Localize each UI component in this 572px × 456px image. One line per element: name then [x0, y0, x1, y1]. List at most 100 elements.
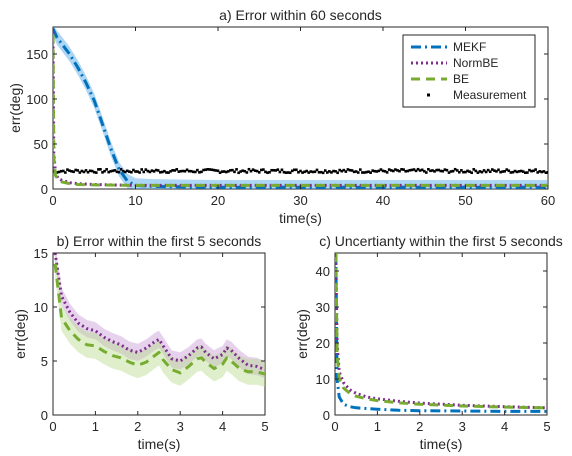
- measurement-point: [505, 168, 509, 171]
- measurement-point: [344, 170, 348, 173]
- measurement-point: [113, 169, 117, 172]
- x-tick-label: 4: [501, 419, 508, 434]
- measurement-point: [425, 171, 428, 174]
- measurement-point: [356, 171, 360, 174]
- measurement-point: [313, 170, 317, 174]
- plot-area-b: [52, 252, 266, 416]
- x-tick-label: 20: [211, 193, 225, 208]
- measurement-point: [119, 167, 123, 171]
- x-tick-label: 2: [416, 419, 423, 434]
- y-tick-label: 0: [41, 408, 48, 423]
- measurement-point: [317, 171, 321, 174]
- measurement-point: [169, 170, 172, 173]
- measurement-point: [272, 168, 275, 172]
- measurement-point: [507, 169, 511, 173]
- measurement-point: [478, 170, 482, 173]
- measurement-point: [410, 168, 414, 172]
- measurement-point: [361, 171, 364, 174]
- series-line-normbe: [53, 253, 265, 372]
- measurement-point: [208, 168, 212, 171]
- measurement-point: [274, 169, 278, 172]
- measurement-point: [334, 170, 337, 173]
- x-axis-label: time(s): [279, 210, 322, 226]
- y-tick-label: 30: [316, 300, 330, 315]
- measurement-point: [400, 168, 403, 171]
- measurement-point: [521, 170, 525, 173]
- measurement-point: [453, 167, 457, 171]
- measurement-point: [70, 170, 73, 173]
- measurement-point: [385, 171, 389, 174]
- measurement-point: [290, 169, 294, 173]
- measurement-point: [293, 168, 296, 172]
- measurement-point: [433, 170, 436, 173]
- measurement-point: [476, 171, 480, 174]
- y-tick-label: 100: [26, 92, 48, 107]
- measurement-point: [408, 168, 412, 172]
- measurement-point: [142, 170, 146, 174]
- measurement-point: [241, 169, 245, 172]
- measurement-point: [328, 170, 331, 173]
- measurement-point: [115, 170, 119, 174]
- measurement-point: [78, 171, 82, 174]
- measurement-point: [92, 170, 96, 174]
- measurement-point: [253, 169, 257, 172]
- x-tick-label: 5: [543, 419, 550, 434]
- y-tick-label: 20: [316, 336, 330, 351]
- x-tick-label: 5: [261, 419, 268, 434]
- x-tick-label: 0: [49, 419, 56, 434]
- measurement-point: [57, 170, 61, 174]
- measurement-point: [427, 167, 430, 171]
- measurement-point: [387, 168, 391, 171]
- measurement-point: [82, 170, 86, 174]
- y-axis-label: err(deg): [294, 309, 310, 359]
- measurement-point: [311, 170, 315, 174]
- measurement-point: [488, 170, 492, 174]
- measurement-point: [379, 168, 383, 171]
- plot-layer-c: [335, 253, 547, 413]
- measurement-point: [227, 170, 230, 173]
- x-tick-label: 0: [49, 193, 56, 208]
- confidence-band-normbe: [55, 253, 265, 379]
- measurement-point: [307, 171, 311, 174]
- measurement-point: [367, 170, 370, 174]
- measurement-point: [392, 169, 395, 173]
- measurement-point: [264, 170, 267, 174]
- measurement-point: [404, 170, 407, 173]
- measurement-point: [305, 169, 308, 173]
- measurement-point: [59, 169, 63, 173]
- measurement-point: [76, 169, 80, 172]
- measurement-point: [321, 171, 325, 175]
- measurement-point: [245, 171, 249, 174]
- measurement-point: [95, 171, 98, 174]
- y-tick-label: 0: [323, 408, 330, 423]
- measurement-point: [191, 170, 195, 174]
- measurement-point: [224, 170, 228, 174]
- measurement-point: [437, 168, 440, 172]
- measurement-point: [249, 169, 253, 173]
- measurement-point: [365, 170, 368, 174]
- measurement-point: [138, 171, 141, 174]
- measurement-point: [375, 170, 379, 173]
- measurement-point: [144, 168, 148, 171]
- measurement-point: [394, 168, 397, 171]
- measurement-point: [542, 170, 546, 173]
- measurement-point: [200, 170, 203, 174]
- x-tick-label: 3: [459, 419, 466, 434]
- measurement-point: [80, 169, 84, 173]
- measurement-point: [243, 169, 247, 173]
- measurement-point: [136, 170, 139, 173]
- measurement-point: [359, 168, 362, 171]
- measurement-point: [420, 168, 424, 172]
- measurement-point: [237, 171, 240, 175]
- legend-label-be: BE: [453, 72, 469, 86]
- measurement-point: [422, 169, 426, 173]
- measurement-point: [416, 167, 420, 171]
- series-line-be: [335, 253, 547, 410]
- measurement-point: [389, 169, 393, 172]
- measurement-point: [458, 170, 461, 174]
- measurement-point: [146, 169, 150, 173]
- measurement-point: [451, 169, 455, 173]
- legend-label-mekf: MEKF: [453, 40, 486, 54]
- y-tick-label: 40: [316, 264, 330, 279]
- measurement-point: [534, 168, 537, 171]
